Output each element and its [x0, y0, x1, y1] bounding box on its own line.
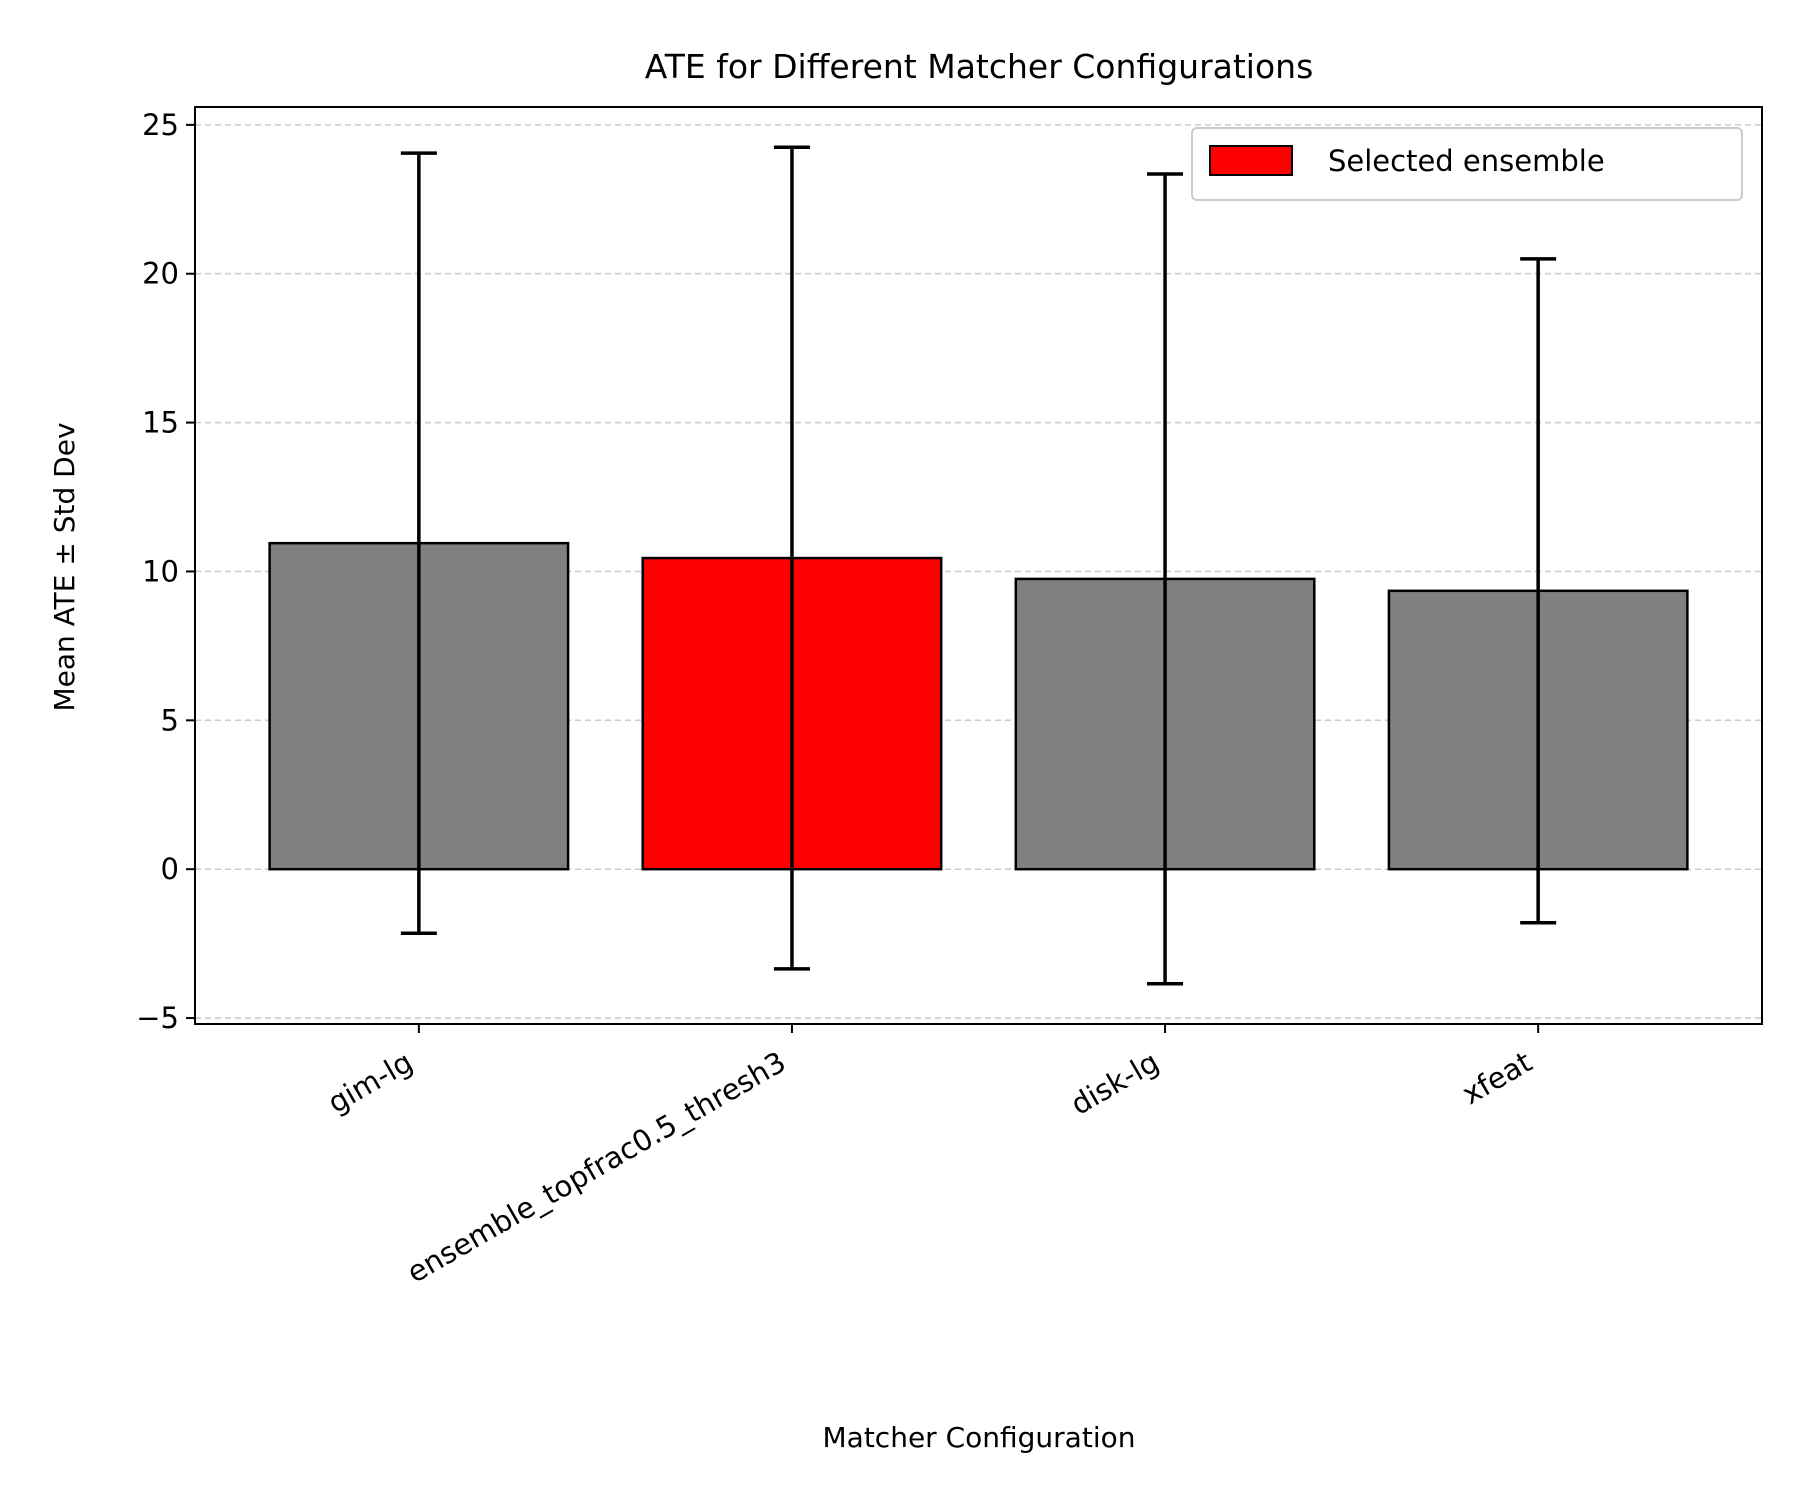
y-tick-label: 20: [142, 257, 179, 291]
chart-title: ATE for Different Matcher Configurations: [645, 47, 1314, 86]
y-tick-label: −5: [136, 1001, 179, 1035]
y-axis-label: Mean ATE ± Std Dev: [48, 422, 81, 711]
y-axis-ticks: −5 0 5 10 15 20 25: [136, 108, 195, 1035]
bars: [268, 541, 1689, 871]
y-tick-label: 15: [142, 406, 179, 440]
y-tick-label: 25: [142, 108, 179, 142]
x-tick-label: ensemble_topfrac0.5_thresh3: [401, 1045, 791, 1290]
error-bars: [400, 145, 1557, 986]
legend: Selected ensemble: [1191, 127, 1743, 201]
y-tick-label: 0: [161, 852, 179, 886]
y-tick-label: 10: [142, 554, 179, 588]
x-tick-label: gim-lg: [322, 1045, 418, 1120]
legend-box: [1191, 127, 1743, 201]
legend-label: Selected ensemble: [1328, 144, 1605, 178]
x-axis-label: Matcher Configuration: [823, 1421, 1136, 1454]
x-tick-label: disk-lg: [1065, 1045, 1165, 1122]
x-tick-label: xfeat: [1456, 1045, 1537, 1112]
legend-swatch: [1209, 145, 1293, 176]
y-tick-label: 5: [161, 703, 179, 737]
plot-frame: [194, 106, 1763, 1025]
